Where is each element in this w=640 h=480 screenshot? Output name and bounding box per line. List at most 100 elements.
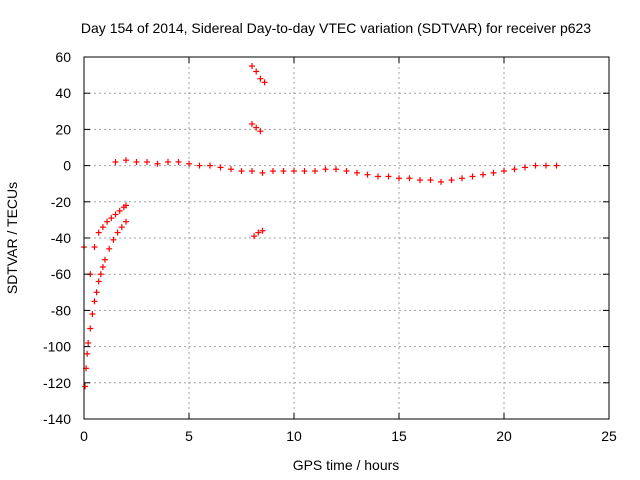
- y-tick-label: 60: [55, 49, 71, 65]
- data-point: [343, 168, 350, 175]
- y-tick-label: 0: [63, 158, 71, 174]
- y-tick-label: -80: [51, 302, 71, 318]
- data-point: [95, 278, 102, 285]
- y-axis-label: SDTVAR / TECUs: [4, 182, 20, 294]
- chart-title: Day 154 of 2014, Sidereal Day-to-day VTE…: [81, 20, 591, 36]
- data-point: [261, 79, 268, 86]
- data-point: [553, 162, 560, 169]
- x-tick-label: 25: [601, 428, 617, 444]
- x-tick-label: 15: [391, 428, 407, 444]
- y-tick-label: 20: [55, 121, 71, 137]
- y-tick-label: -60: [51, 266, 71, 282]
- data-point: [438, 178, 444, 185]
- data-point: [99, 263, 106, 270]
- x-tick-label: 0: [80, 428, 88, 444]
- data-point: [165, 158, 171, 165]
- data-point: [133, 158, 140, 165]
- data-point: [175, 158, 182, 165]
- data-point: [301, 168, 308, 175]
- y-tick-label: 40: [55, 85, 71, 101]
- data-point: [186, 160, 192, 167]
- data-point: [257, 75, 264, 82]
- data-point: [123, 218, 129, 225]
- data-point: [511, 166, 518, 173]
- data-point: [238, 168, 245, 175]
- x-tick-label: 10: [286, 428, 302, 444]
- data-point: [99, 224, 106, 231]
- data-point: [259, 169, 266, 176]
- data-point: [270, 168, 276, 175]
- data-point: [84, 350, 91, 357]
- data-point: [87, 325, 94, 332]
- data-point: [123, 202, 129, 209]
- data-point: [417, 177, 423, 184]
- data-point: [259, 227, 266, 234]
- data-point: [322, 166, 329, 173]
- data-point: [91, 298, 98, 305]
- data-point: [354, 169, 360, 176]
- y-tick-label: -120: [43, 375, 71, 391]
- data-point: [291, 168, 297, 175]
- data-point: [217, 164, 224, 171]
- data-point: [112, 158, 119, 165]
- data-point: [89, 311, 96, 318]
- data-point: [144, 158, 150, 165]
- data-point: [112, 211, 119, 218]
- data-points: [81, 63, 560, 390]
- data-point: [207, 162, 213, 169]
- data-point: [448, 177, 455, 184]
- data-point: [406, 175, 413, 182]
- data-point: [97, 271, 104, 278]
- data-point: [82, 383, 89, 390]
- data-point: [196, 162, 203, 169]
- grid: [84, 57, 609, 419]
- data-point: [123, 157, 129, 164]
- data-point: [249, 120, 255, 127]
- data-point: [108, 215, 115, 222]
- data-point: [427, 177, 434, 184]
- data-point: [532, 162, 539, 169]
- data-point: [253, 124, 260, 131]
- x-tick-label: 5: [185, 428, 193, 444]
- data-point: [364, 171, 371, 178]
- data-point: [480, 171, 486, 178]
- x-tick-label: 20: [496, 428, 512, 444]
- data-point: [490, 169, 497, 176]
- data-point: [102, 256, 108, 263]
- data-point: [257, 128, 264, 135]
- y-tick-label: -100: [43, 339, 71, 355]
- data-point: [110, 236, 117, 243]
- data-point: [249, 168, 255, 175]
- data-point: [251, 233, 258, 240]
- y-tick-label: -40: [51, 230, 71, 246]
- data-point: [91, 244, 98, 251]
- data-point: [116, 207, 123, 214]
- data-point: [154, 160, 161, 167]
- data-point: [104, 218, 111, 225]
- x-axis-label: GPS time / hours: [293, 457, 400, 473]
- data-point: [118, 224, 125, 231]
- y-tick-label: -20: [51, 194, 71, 210]
- data-point: [522, 164, 528, 171]
- data-point: [501, 168, 507, 175]
- data-point: [469, 173, 476, 180]
- data-point: [280, 168, 287, 175]
- data-point: [114, 229, 121, 236]
- data-point: [249, 63, 255, 70]
- data-point: [385, 173, 392, 180]
- ticks: 0 5 10 15 20 25 -140 -120 -100 -80 -60 -40 -20 0 20 40 6…: [43, 49, 617, 444]
- data-point: [253, 68, 260, 75]
- data-point: [375, 173, 381, 180]
- data-point: [95, 229, 102, 236]
- data-point: [228, 166, 234, 173]
- data-point: [312, 168, 318, 175]
- data-point: [459, 175, 465, 182]
- data-point: [93, 289, 100, 296]
- data-point: [543, 162, 549, 169]
- data-point: [396, 175, 402, 182]
- y-tick-label: -140: [43, 411, 71, 427]
- data-point: [106, 245, 113, 252]
- data-point: [255, 229, 262, 236]
- data-point: [333, 166, 339, 173]
